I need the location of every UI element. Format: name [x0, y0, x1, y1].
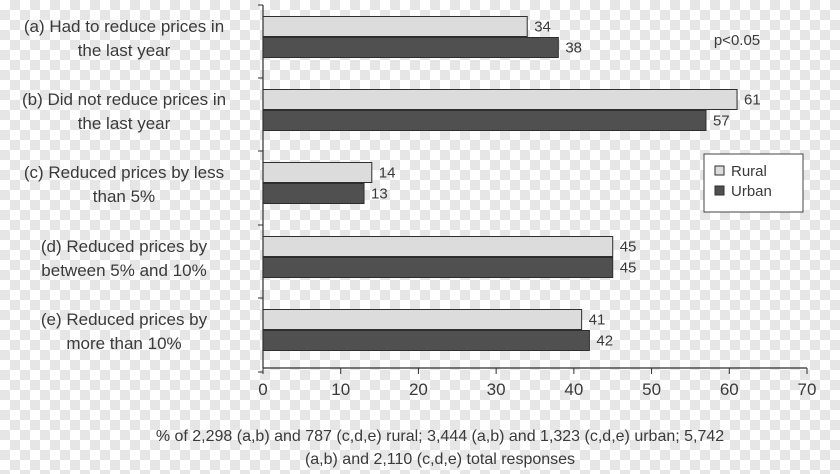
value-label-rural-1: 61: [744, 92, 761, 109]
category-label-0: (a) Had to reduce prices in the last year: [24, 17, 224, 60]
x-axis-label: % of 2,298 (a,b) and 787 (c,d,e) rural; …: [156, 428, 724, 468]
category-labels-group: (a) Had to reduce prices in the last year…: [22, 17, 226, 353]
legend-label-urban: Urban: [731, 183, 772, 200]
x-tick-label-30: 30: [487, 380, 506, 399]
x-tick-label-40: 40: [564, 380, 583, 399]
category-label-2: (c) Reduced prices by less than 5%: [24, 163, 224, 206]
value-label-rural-3: 45: [620, 239, 637, 256]
x-tick-label-50: 50: [642, 380, 661, 399]
legend-box: [703, 153, 804, 213]
legend: Rural Urban: [703, 153, 804, 213]
legend-swatch-rural: [714, 165, 725, 176]
significance-note: p<0.05: [714, 32, 760, 49]
value-labels-group: 34 38 61 57 14 13 45 45 41 42: [371, 19, 761, 350]
bars-group: [262, 16, 738, 351]
category-label-3: (d) Reduced prices by between 5% and 10%: [41, 237, 208, 280]
bar-rural-2: [262, 162, 373, 183]
x-tick-label-60: 60: [720, 380, 739, 399]
bar-rural-4: [262, 309, 583, 330]
bar-rural-1: [262, 89, 738, 110]
legend-swatch-urban: [714, 185, 725, 196]
legend-label-rural: Rural: [731, 163, 767, 180]
x-axis-label-line-1: % of 2,298 (a,b) and 787 (c,d,e) rural; …: [156, 428, 724, 445]
value-label-urban-2: 13: [371, 186, 388, 203]
value-label-rural-2: 14: [379, 165, 396, 182]
bar-rural-3: [262, 236, 614, 257]
value-label-urban-1: 57: [713, 113, 730, 130]
bar-rural-0: [262, 16, 528, 37]
x-tick-label-70: 70: [798, 380, 817, 399]
bar-urban-1: [262, 110, 707, 131]
bar-urban-3: [262, 257, 614, 278]
category-label-4: (e) Reduced prices by more than 10%: [41, 310, 208, 353]
bar-urban-0: [262, 37, 559, 58]
bar-urban-2: [262, 183, 365, 204]
value-label-urban-4: 42: [596, 333, 613, 350]
value-label-urban-0: 38: [565, 40, 582, 57]
x-tick-labels-group: 0 10 20 30 40 50 60 70: [258, 380, 816, 399]
bar-urban-4: [262, 330, 590, 351]
value-label-urban-3: 45: [620, 260, 637, 277]
category-label-1: (b) Did not reduce prices in the last yea…: [22, 90, 226, 133]
x-tick-label-0: 0: [258, 380, 267, 399]
value-label-rural-0: 34: [534, 19, 551, 36]
x-tick-label-20: 20: [409, 380, 428, 399]
x-tick-label-10: 10: [331, 380, 350, 399]
axes-group: [258, 4, 808, 374]
x-axis-label-line-2: (a,b) and 2,110 (c,d,e) total responses: [305, 451, 575, 468]
value-label-rural-4: 41: [589, 312, 606, 329]
